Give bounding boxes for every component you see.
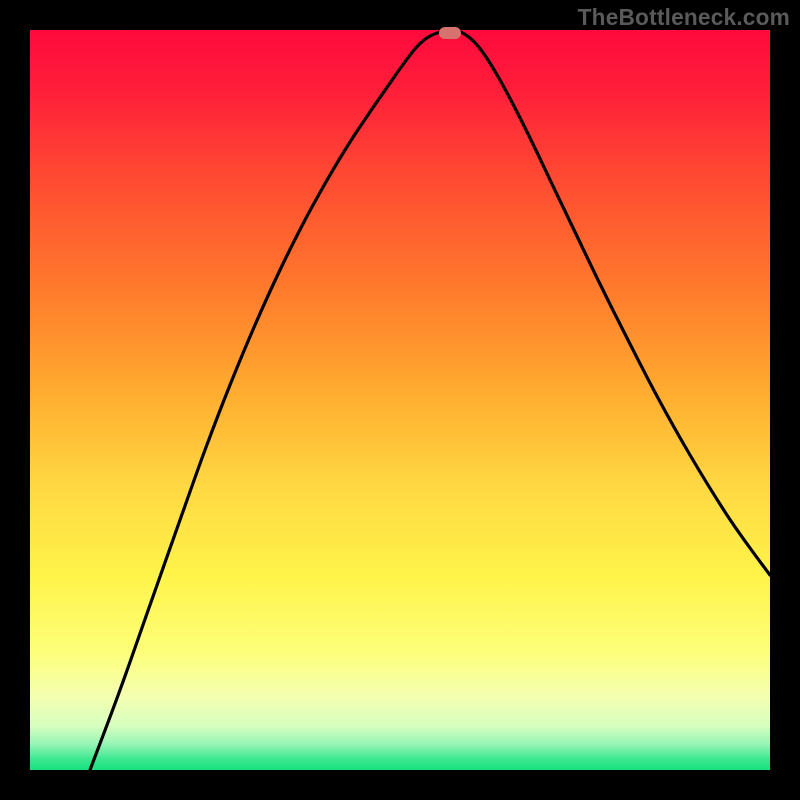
chart-svg bbox=[0, 0, 800, 800]
bottleneck-chart: TheBottleneck.com bbox=[0, 0, 800, 800]
watermark-text: TheBottleneck.com bbox=[578, 4, 790, 31]
minimum-marker bbox=[439, 27, 461, 39]
